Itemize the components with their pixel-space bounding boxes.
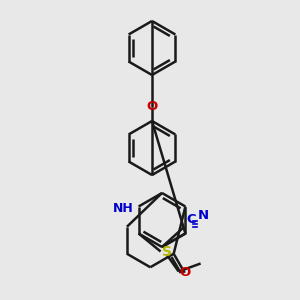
Text: O: O bbox=[179, 266, 190, 279]
Text: S: S bbox=[162, 245, 172, 260]
Text: O: O bbox=[146, 100, 158, 113]
Text: C: C bbox=[186, 213, 196, 226]
Text: NH: NH bbox=[113, 202, 134, 215]
Text: N: N bbox=[198, 209, 209, 222]
